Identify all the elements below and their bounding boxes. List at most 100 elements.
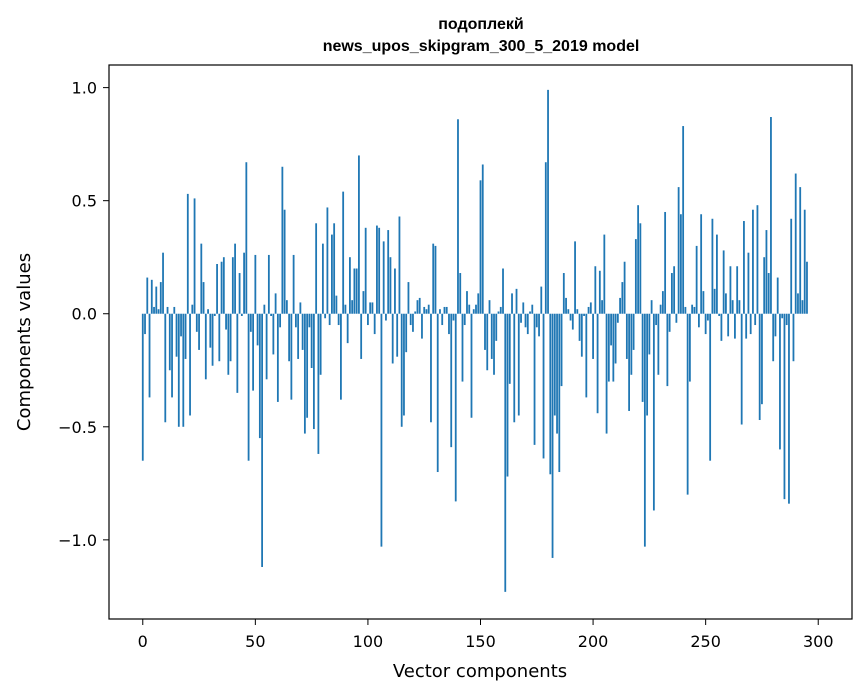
bar	[412, 313, 414, 332]
bar	[256, 313, 259, 346]
bar	[204, 313, 207, 380]
bar	[387, 230, 390, 314]
bar	[308, 313, 311, 328]
bar	[396, 313, 399, 357]
bar	[394, 268, 396, 314]
bar	[452, 313, 455, 321]
bar	[146, 277, 149, 314]
bar	[592, 313, 594, 359]
bar	[567, 309, 570, 314]
bar	[781, 313, 784, 319]
bar	[353, 268, 356, 314]
bar	[454, 313, 457, 502]
bar	[772, 313, 775, 362]
bar	[623, 261, 626, 314]
bar	[443, 306, 446, 314]
bar	[231, 257, 234, 314]
bar	[729, 266, 732, 314]
bar	[227, 313, 230, 375]
bar	[583, 313, 585, 316]
bar	[700, 214, 703, 314]
bar	[486, 313, 489, 371]
bar	[776, 277, 779, 314]
bar	[265, 313, 268, 380]
chart-title-line-1: подоплекй	[438, 16, 524, 33]
bar	[364, 227, 367, 314]
x-tick-label: 300	[803, 632, 834, 651]
bar	[589, 302, 592, 314]
bar	[495, 313, 498, 341]
bar	[580, 313, 583, 357]
bar	[423, 306, 426, 314]
bar	[797, 293, 799, 314]
bar	[439, 309, 441, 314]
bar	[765, 230, 768, 314]
y-axis-label: Components values	[14, 253, 35, 431]
bar	[533, 313, 536, 445]
bar	[430, 313, 432, 423]
bar	[578, 313, 581, 341]
bar	[520, 313, 522, 323]
bar	[538, 313, 540, 337]
bar	[198, 313, 200, 350]
bar	[763, 257, 766, 314]
bar	[511, 293, 513, 314]
bar	[157, 309, 160, 314]
bar	[373, 313, 376, 335]
bar	[643, 313, 646, 547]
bar	[218, 313, 221, 362]
bar	[707, 313, 709, 321]
bar	[285, 300, 288, 314]
bar	[704, 313, 707, 335]
bar	[610, 313, 612, 346]
bar	[630, 313, 633, 375]
bar	[344, 304, 347, 314]
bar	[673, 266, 676, 314]
bar	[702, 291, 705, 314]
bar	[391, 313, 394, 364]
bar	[175, 313, 178, 357]
bar	[646, 313, 649, 416]
bar	[263, 304, 266, 314]
bar	[380, 313, 383, 547]
bar	[547, 89, 549, 314]
bar	[288, 313, 291, 362]
bar	[351, 300, 354, 314]
bar	[306, 313, 309, 418]
bar	[360, 313, 363, 359]
bar	[612, 313, 615, 382]
bar	[448, 313, 450, 335]
bar	[711, 218, 714, 314]
bar	[569, 313, 572, 321]
bar	[594, 266, 597, 314]
bar	[637, 205, 640, 314]
bar	[403, 313, 405, 416]
bar	[493, 313, 495, 375]
bar	[315, 223, 318, 314]
bar	[297, 313, 300, 359]
bar	[211, 313, 214, 366]
bar	[346, 313, 349, 344]
bar	[240, 313, 243, 316]
bar	[150, 279, 153, 314]
bar	[416, 300, 419, 314]
bar	[734, 313, 736, 339]
bar	[153, 306, 155, 314]
bar	[754, 313, 757, 326]
bar	[497, 311, 500, 314]
bar	[713, 288, 716, 314]
bar	[180, 313, 182, 337]
bar	[652, 313, 655, 511]
bar	[740, 313, 743, 425]
bar	[144, 313, 146, 335]
bar	[342, 191, 345, 314]
bar	[526, 313, 529, 335]
x-tick-label: 150	[465, 632, 496, 651]
bar	[515, 288, 518, 314]
y-tick-label: 0.5	[72, 192, 97, 211]
bar	[625, 313, 628, 359]
bar	[459, 273, 462, 314]
bar	[540, 286, 543, 314]
bar	[310, 313, 313, 368]
bar	[369, 302, 372, 314]
